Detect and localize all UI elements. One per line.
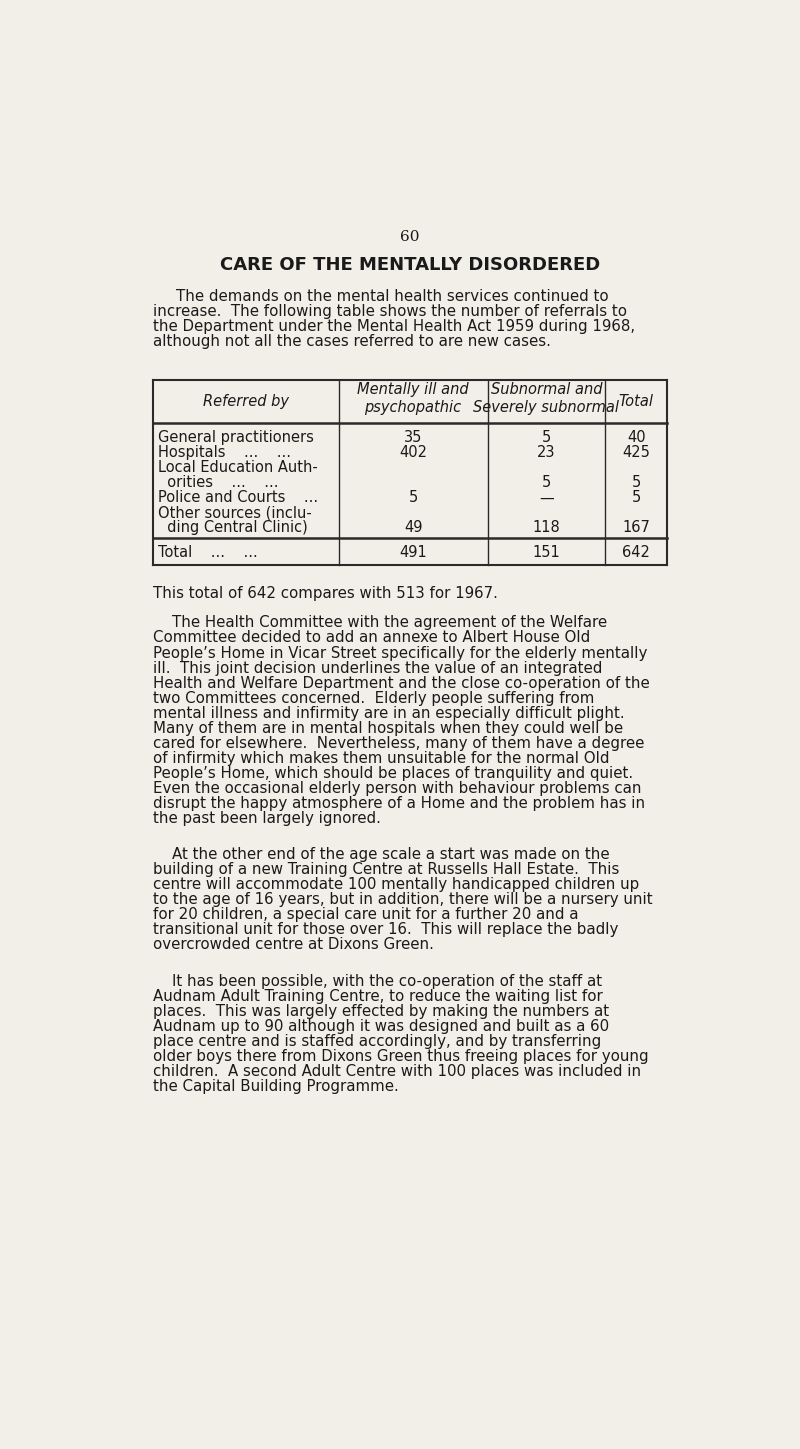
Text: the Department under the Mental Health Act 1959 during 1968,: the Department under the Mental Health A… xyxy=(153,319,635,335)
Text: ill.  This joint decision underlines the value of an integrated: ill. This joint decision underlines the … xyxy=(153,661,602,675)
Text: the past been largely ignored.: the past been largely ignored. xyxy=(153,810,381,826)
Text: mental illness and infirmity are in an especially difficult plight.: mental illness and infirmity are in an e… xyxy=(153,706,624,720)
Text: building of a new Training Centre at Russells Hall Estate.  This: building of a new Training Centre at Rus… xyxy=(153,862,619,877)
Text: overcrowded centre at Dixons Green.: overcrowded centre at Dixons Green. xyxy=(153,938,434,952)
Text: cared for elsewhere.  Nevertheless, many of them have a degree: cared for elsewhere. Nevertheless, many … xyxy=(153,736,644,751)
Text: orities    ...    ...: orities ... ... xyxy=(158,475,278,490)
Text: 23: 23 xyxy=(537,445,556,461)
Text: 425: 425 xyxy=(622,445,650,461)
Text: the Capital Building Programme.: the Capital Building Programme. xyxy=(153,1080,398,1094)
Text: Police and Courts    ...: Police and Courts ... xyxy=(158,490,318,506)
Text: Local Education Auth-: Local Education Auth- xyxy=(158,461,318,475)
Text: 40: 40 xyxy=(627,430,646,445)
Text: 5: 5 xyxy=(632,490,641,506)
Text: Subnormal and
Severely subnormal: Subnormal and Severely subnormal xyxy=(474,383,619,414)
Text: 5: 5 xyxy=(632,475,641,490)
Text: children.  A second Adult Centre with 100 places was included in: children. A second Adult Centre with 100… xyxy=(153,1064,641,1080)
Text: older boys there from Dixons Green thus freeing places for young: older boys there from Dixons Green thus … xyxy=(153,1049,648,1064)
Text: 491: 491 xyxy=(399,545,427,559)
Text: 35: 35 xyxy=(404,430,422,445)
Text: ding Central Clinic): ding Central Clinic) xyxy=(158,520,308,535)
Text: 5: 5 xyxy=(542,430,551,445)
Text: At the other end of the age scale a start was made on the: At the other end of the age scale a star… xyxy=(153,848,610,862)
Text: CARE OF THE MENTALLY DISORDERED: CARE OF THE MENTALLY DISORDERED xyxy=(220,255,600,274)
Text: transitional unit for those over 16.  This will replace the badly: transitional unit for those over 16. Thi… xyxy=(153,923,618,938)
Text: Total    ...    ...: Total ... ... xyxy=(158,545,258,559)
Text: General practitioners: General practitioners xyxy=(158,430,314,445)
Text: Audnam Adult Training Centre, to reduce the waiting list for: Audnam Adult Training Centre, to reduce … xyxy=(153,988,602,1004)
Text: Hospitals    ...    ...: Hospitals ... ... xyxy=(158,445,291,461)
Text: 151: 151 xyxy=(533,545,560,559)
Text: Even the occasional elderly person with behaviour problems can: Even the occasional elderly person with … xyxy=(153,781,642,796)
Text: This total of 642 compares with 513 for 1967.: This total of 642 compares with 513 for … xyxy=(153,587,498,601)
Text: Many of them are in mental hospitals when they could well be: Many of them are in mental hospitals whe… xyxy=(153,720,623,736)
Text: 642: 642 xyxy=(622,545,650,559)
Text: —: — xyxy=(539,490,554,506)
Text: 49: 49 xyxy=(404,520,422,535)
Text: although not all the cases referred to are new cases.: although not all the cases referred to a… xyxy=(153,335,550,349)
Text: 118: 118 xyxy=(533,520,560,535)
Text: People’s Home in Vicar Street specifically for the elderly mentally: People’s Home in Vicar Street specifical… xyxy=(153,645,647,661)
Text: Other sources (inclu-: Other sources (inclu- xyxy=(158,506,312,520)
Text: centre will accommodate 100 mentally handicapped children up: centre will accommodate 100 mentally han… xyxy=(153,877,639,893)
Text: two Committees concerned.  Elderly people suffering from: two Committees concerned. Elderly people… xyxy=(153,691,594,706)
Text: 5: 5 xyxy=(542,475,551,490)
Text: increase.  The following table shows the number of referrals to: increase. The following table shows the … xyxy=(153,304,626,319)
Text: place centre and is staffed accordingly, and by transferring: place centre and is staffed accordingly,… xyxy=(153,1035,601,1049)
Text: of infirmity which makes them unsuitable for the normal Old: of infirmity which makes them unsuitable… xyxy=(153,751,610,765)
Text: Referred by: Referred by xyxy=(202,394,289,409)
Text: Audnam up to 90 although it was designed and built as a 60: Audnam up to 90 although it was designed… xyxy=(153,1019,609,1035)
Text: 5: 5 xyxy=(409,490,418,506)
Text: 402: 402 xyxy=(399,445,427,461)
Text: Health and Welfare Department and the close co-operation of the: Health and Welfare Department and the cl… xyxy=(153,675,650,691)
Text: 60: 60 xyxy=(400,230,420,243)
Text: People’s Home, which should be places of tranquility and quiet.: People’s Home, which should be places of… xyxy=(153,765,633,781)
Text: The demands on the mental health services continued to: The demands on the mental health service… xyxy=(176,290,609,304)
Text: to the age of 16 years, but in addition, there will be a nursery unit: to the age of 16 years, but in addition,… xyxy=(153,893,652,907)
Text: The Health Committee with the agreement of the Welfare: The Health Committee with the agreement … xyxy=(153,616,607,630)
Text: It has been possible, with the co-operation of the staff at: It has been possible, with the co-operat… xyxy=(153,974,602,988)
Text: for 20 children, a special care unit for a further 20 and a: for 20 children, a special care unit for… xyxy=(153,907,578,923)
Text: Total: Total xyxy=(619,394,654,409)
Text: disrupt the happy atmosphere of a Home and the problem has in: disrupt the happy atmosphere of a Home a… xyxy=(153,796,645,810)
Text: Committee decided to add an annexe to Albert House Old: Committee decided to add an annexe to Al… xyxy=(153,630,590,645)
Text: Mentally ill and
psychopathic: Mentally ill and psychopathic xyxy=(358,383,469,414)
Text: 167: 167 xyxy=(622,520,650,535)
Text: places.  This was largely effected by making the numbers at: places. This was largely effected by mak… xyxy=(153,1004,609,1019)
